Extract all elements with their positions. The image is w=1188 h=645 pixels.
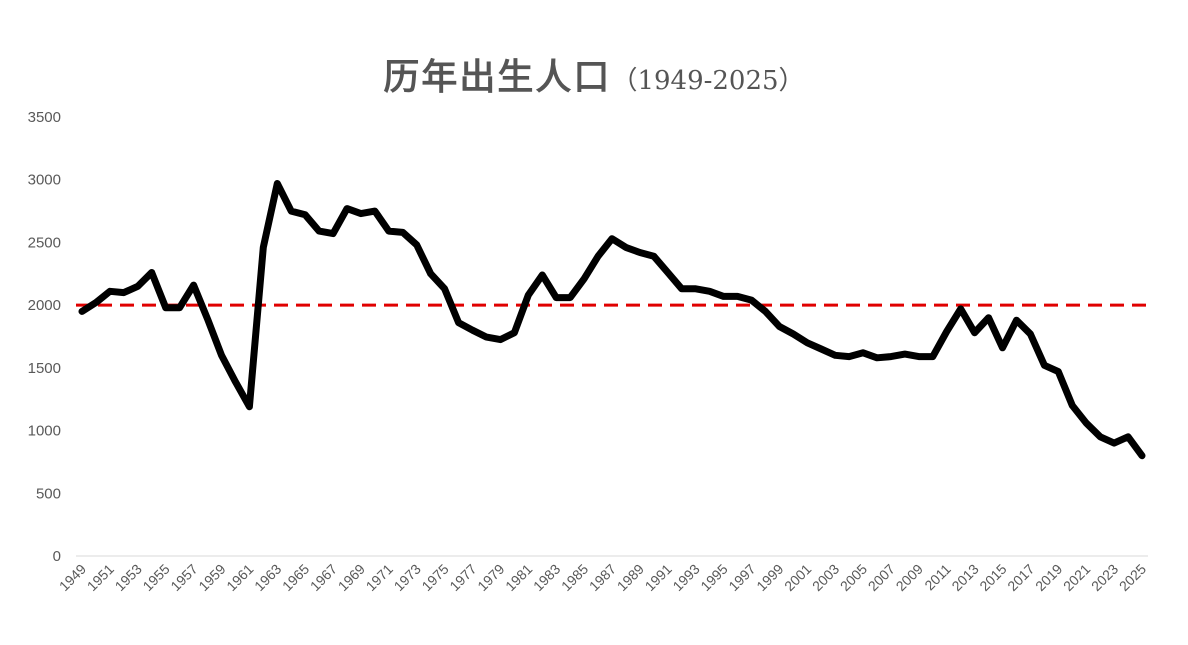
x-tick-label: 1965 (279, 561, 312, 594)
x-tick-label: 1977 (446, 561, 479, 594)
y-tick-label: 2000 (28, 297, 61, 314)
x-tick-label: 2021 (1060, 561, 1093, 594)
y-tick-label: 0 (53, 548, 61, 565)
x-tick-label: 1949 (56, 561, 89, 594)
x-tick-label: 1983 (530, 561, 563, 594)
chart-subtitle: （1949-2025） (611, 66, 805, 96)
x-tick-label: 1957 (167, 561, 200, 594)
x-tick-label: 2007 (865, 561, 898, 594)
y-tick-label: 500 (36, 485, 61, 502)
x-tick-label: 1967 (307, 561, 340, 594)
x-tick-label: 1995 (697, 561, 730, 594)
chart-title-main: 历年出生人口 (383, 56, 612, 98)
x-tick-label: 1979 (474, 561, 507, 594)
y-tick-label: 1500 (28, 360, 61, 377)
x-tick-label: 1999 (753, 561, 786, 594)
x-tick-label: 2009 (893, 561, 926, 594)
y-tick-label: 3500 (28, 109, 61, 126)
series-line (78, 180, 1146, 460)
y-tick-label: 3000 (28, 172, 61, 189)
x-tick-label: 1955 (139, 561, 172, 594)
x-tick-label: 2015 (976, 561, 1009, 594)
x-tick-label: 1953 (112, 561, 145, 594)
y-tick-label: 1000 (28, 423, 61, 440)
x-tick-label: 1993 (669, 561, 702, 594)
x-tick-label: 2005 (837, 561, 870, 594)
x-tick-label: 1963 (251, 561, 284, 594)
x-tick-label: 1981 (502, 561, 535, 594)
x-tick-label: 1985 (558, 561, 591, 594)
x-tick-label: 1973 (391, 561, 424, 594)
x-tick-label: 2025 (1116, 561, 1149, 594)
x-tick-label: 1959 (195, 561, 228, 594)
x-tick-label: 1975 (418, 561, 451, 594)
x-tick-label: 1991 (642, 561, 675, 594)
x-tick-label: 1987 (586, 561, 619, 594)
x-tick-label: 1951 (84, 561, 117, 594)
chart-title: 历年出生人口（1949-2025） (0, 48, 1188, 100)
x-tick-label: 2003 (809, 561, 842, 594)
x-tick-label: 1969 (335, 561, 368, 594)
x-tick-label: 2001 (781, 561, 814, 594)
x-tick-label: 2019 (1032, 561, 1065, 594)
x-tick-label: 2023 (1088, 561, 1121, 594)
x-tick-label: 1971 (363, 561, 396, 594)
x-tick-label: 2013 (948, 561, 981, 594)
x-tick-label: 2017 (1004, 561, 1037, 594)
x-tick-label: 1961 (223, 561, 256, 594)
x-tick-label: 1997 (725, 561, 758, 594)
x-tick-label: 2011 (921, 561, 954, 594)
y-tick-label: 2500 (28, 234, 61, 251)
x-tick-label: 1989 (614, 561, 647, 594)
